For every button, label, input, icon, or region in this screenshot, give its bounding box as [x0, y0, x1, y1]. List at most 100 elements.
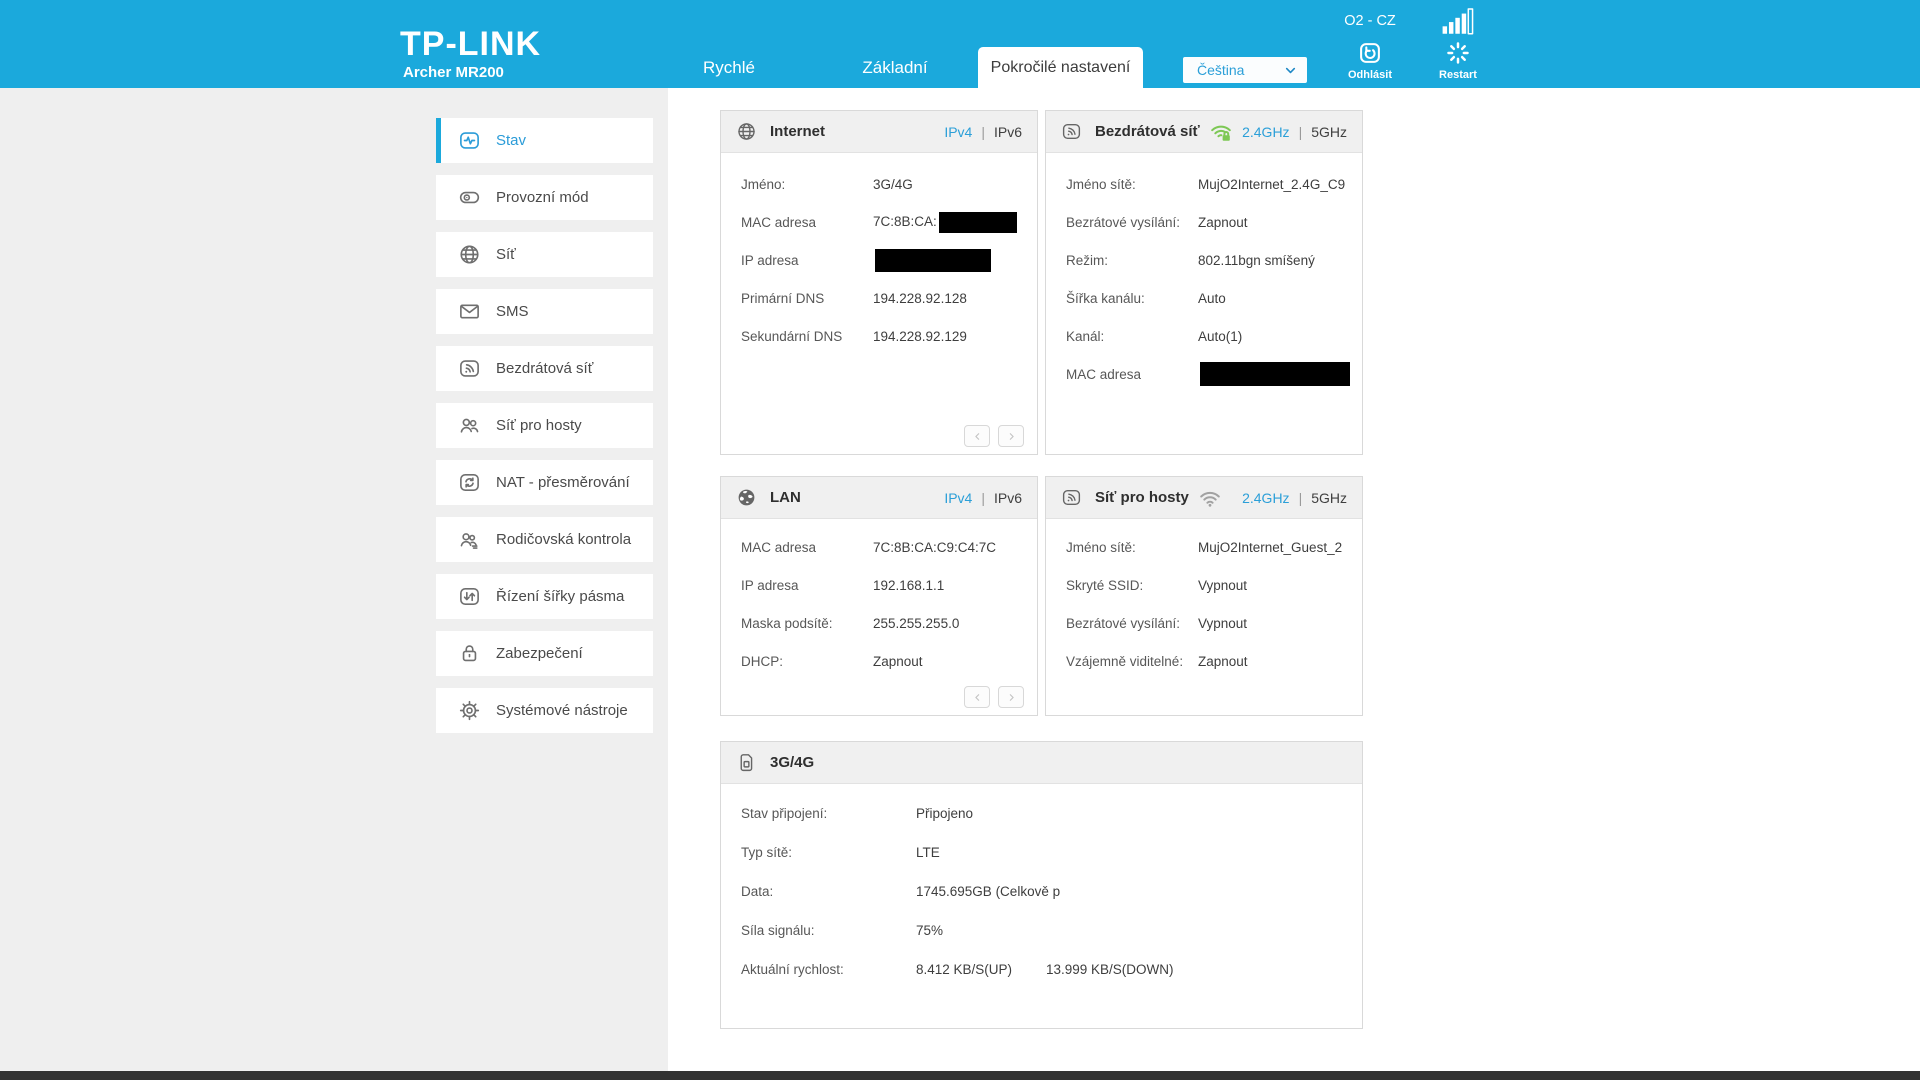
tab-rychle[interactable]: Rychlé [703, 58, 755, 77]
field-value: 7C:8B:CA: [873, 211, 1033, 233]
sidebar-item-systemove-nastroje[interactable]: Systémové nástroje [436, 688, 653, 733]
field-label: Jméno sítě: [1066, 539, 1136, 555]
panel-title: Síť pro hosty [1095, 489, 1189, 506]
pager [964, 686, 1024, 708]
field-value: 802.11bgn smíšený [1198, 252, 1315, 268]
field-label: IP adresa [741, 252, 799, 268]
tab-separator: | [1298, 123, 1303, 140]
sidebar-item-sms[interactable]: SMS [436, 289, 653, 334]
tab-zakladni[interactable]: Základní [862, 58, 928, 77]
sidebar-item-label: Řízení šířky pásma [496, 588, 625, 605]
tab-pokrocile-nastaveni[interactable]: Pokročilé nastavení [978, 47, 1143, 88]
prev-page-button[interactable] [964, 686, 990, 708]
panel-body: Jméno sítě: MujO2Internet_Guest_2 Skryté S… [1046, 519, 1362, 680]
sidebar-item-label: Provozní mód [496, 189, 589, 206]
ipv4-tab[interactable]: IPv4 [944, 123, 973, 140]
chevron-left-icon [972, 692, 983, 703]
wireless-panel: Bezdrátová síť 2.4GHz | 5GHz Jméno sítě:… [1045, 110, 1363, 455]
wifi-square-icon [1061, 121, 1082, 142]
redacted-value [875, 248, 991, 272]
wifi-square-icon [458, 357, 481, 380]
sim-icon [736, 752, 757, 773]
field-label: Kanál: [1066, 328, 1105, 344]
band-5ghz-tab[interactable]: 5GHz [1311, 123, 1347, 140]
field-label: Maska podsítě: [741, 615, 833, 631]
field-value: Vypnout [1198, 577, 1248, 593]
field-label: Jméno sítě: [1066, 176, 1136, 192]
field-label: MAC adresa [741, 214, 817, 230]
info-row: Typ sítě: LTE [721, 833, 1362, 872]
ip-version-tabs: IPv4 | IPv6 [944, 490, 1022, 506]
ipv6-tab[interactable]: IPv6 [993, 123, 1022, 140]
info-row: IP adresa [721, 241, 1037, 279]
band-24ghz-tab[interactable]: 2.4GHz [1242, 123, 1290, 140]
guest-network-panel: Síť pro hosty 2.4GHz | 5GHz Jméno sítě: M… [1045, 476, 1363, 716]
sidebar-item-bezdratova-sit[interactable]: Bezdrátová síť [436, 346, 653, 391]
redacted-value [1200, 362, 1350, 386]
sidebar-item-sit[interactable]: Síť [436, 232, 653, 277]
field-value-secondary: 13.999 KB/S(DOWN) [1046, 962, 1174, 977]
info-row: Síla signálu: 75% [721, 911, 1362, 950]
globe-icon [458, 243, 481, 266]
info-row: MAC adresa [1046, 355, 1362, 393]
chevron-left-icon [972, 431, 983, 442]
sidebar-item-stav[interactable]: Stav [436, 118, 653, 163]
language-select[interactable]: Čeština [1183, 57, 1307, 83]
panel-body: Stav připojení: Připojeno Typ sítě: LTE Data… [721, 784, 1362, 989]
panel-title: LAN [770, 489, 801, 506]
next-page-button[interactable] [998, 425, 1024, 447]
field-value: 194.228.92.128 [873, 290, 967, 306]
field-label: Aktuální rychlost: [741, 962, 844, 977]
guest-panel-header: Síť pro hosty 2.4GHz | 5GHz [1046, 477, 1362, 519]
field-label: Síla signálu: [741, 923, 815, 938]
tab-separator: | [1298, 489, 1303, 506]
field-label: Šířka kanálu: [1066, 290, 1145, 306]
info-row: Bezrátové vysílání: Vypnout [1046, 604, 1362, 642]
gear-icon [458, 699, 481, 722]
sidebar-item-provozni-mod[interactable]: Provozní mód [436, 175, 653, 220]
sidebar-item-sit-pro-hosty[interactable]: Síť pro hosty [436, 403, 653, 448]
logout-button[interactable]: Odhlásit [1338, 40, 1402, 81]
field-value: Zapnout [1198, 214, 1248, 230]
sidebar-menu: Stav Provozní mód Síť SMS Bezdrátová síť Síť … [436, 118, 653, 745]
nat-icon [458, 471, 481, 494]
chevron-right-icon [1006, 692, 1017, 703]
info-row: Jméno sítě: MujO2Internet_Guest_2 [1046, 528, 1362, 566]
sidebar-item-rizeni-sirky-pasma[interactable]: Řízení šířky pásma [436, 574, 653, 619]
info-row: Jméno: 3G/4G [721, 165, 1037, 203]
field-label: Skryté SSID: [1066, 577, 1144, 593]
info-row: Šířka kanálu: Auto [1046, 279, 1362, 317]
field-label: Typ sítě: [741, 845, 793, 860]
info-row: Data: 1745.695GB (Celkově p [721, 872, 1362, 911]
field-value: 192.168.1.1 [873, 577, 945, 593]
panel-title: 3G/4G [770, 754, 815, 771]
prev-page-button[interactable] [964, 425, 990, 447]
info-row: Primární DNS 194.228.92.128 [721, 279, 1037, 317]
band-24ghz-tab[interactable]: 2.4GHz [1242, 489, 1290, 506]
sidebar-item-zabezpeceni[interactable]: Zabezpečení [436, 631, 653, 676]
field-value: MujO2Internet_2.4G_C9 [1198, 176, 1346, 192]
band-5ghz-tab[interactable]: 5GHz [1311, 489, 1347, 506]
sidebar-item-nat-presmerovani[interactable]: NAT - přesměrování [436, 460, 653, 505]
envelope-icon [458, 300, 481, 323]
internet-panel-header: Internet IPv4 | IPv6 [721, 111, 1037, 153]
restart-button[interactable]: Restart [1426, 40, 1490, 81]
globe-icon [736, 121, 757, 142]
info-row: MAC adresa 7C:8B:CA: [721, 203, 1037, 241]
sidebar-item-rodicovska-kontrola[interactable]: Rodičovská kontrola [436, 517, 653, 562]
field-value: 7C:8B:CA:C9:C4:7C [873, 539, 997, 555]
panel-title: Bezdrátová síť [1095, 123, 1200, 140]
band-tabs: 2.4GHz | 5GHz [1242, 124, 1347, 140]
ipv6-tab[interactable]: IPv6 [993, 489, 1022, 506]
router-model: Archer MR200 [403, 64, 504, 81]
sidebar-item-label: Zabezpečení [496, 645, 583, 662]
carrier-name: O2 - CZ [1344, 13, 1396, 29]
next-page-button[interactable] [998, 686, 1024, 708]
field-label: Vzájemně viditelné: [1066, 653, 1184, 669]
tplink-logo: TP-LINK [400, 25, 542, 63]
chevron-down-icon [1284, 64, 1297, 77]
info-row: Aktuální rychlost: 8.412 KB/S(UP) 13.999 K… [721, 950, 1362, 989]
field-label: Primární DNS [741, 290, 825, 306]
ipv4-tab[interactable]: IPv4 [944, 489, 973, 506]
wifi-lock-green-icon [1209, 120, 1233, 144]
